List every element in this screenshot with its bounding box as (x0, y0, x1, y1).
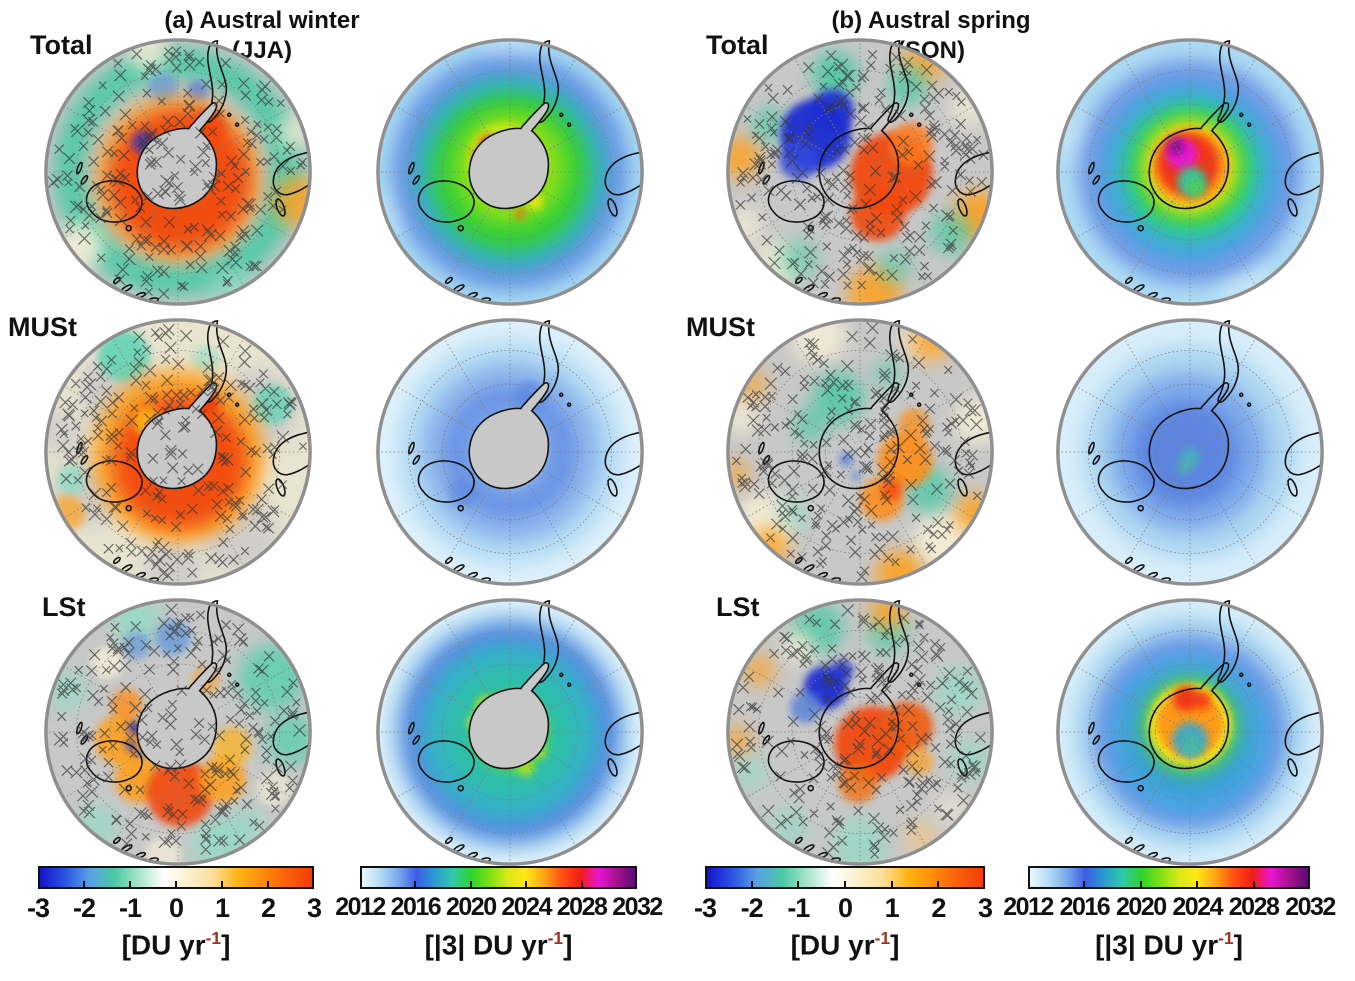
colorbar-tick-label: 0 (168, 893, 184, 923)
colorbar-tick-label: 2012 (1003, 893, 1054, 921)
row-label-lst-a: LSt (42, 592, 86, 622)
colorbar-tick-label: 2 (260, 893, 276, 923)
colorbar-tick-label: 2020 (1115, 893, 1167, 921)
colorbar-tick-label: 2028 (1228, 893, 1280, 921)
trend-colorbar-b-tickmarks (705, 866, 985, 889)
map-jja-lst-recovery (372, 594, 648, 870)
colorbar-tick-label: 2024 (1172, 893, 1223, 921)
colorbar-tick-label: -1 (787, 893, 810, 923)
map-son-lst-trend (722, 594, 998, 870)
recovery-colorbar-b: 2012 2016 2020 2024 2028 2032 [|3| DU yr-1] (1003, 866, 1336, 976)
panel-a-title: (a) Austral winter (JJA) (62, 6, 462, 66)
colorbar-tick-label: 2016 (1059, 893, 1111, 921)
panel-b-title-line1: (b) Austral spring (831, 7, 1031, 34)
row-label-must-a: MUSt (8, 312, 77, 342)
map-son-must-recovery (1052, 314, 1328, 590)
recovery-colorbar-a-strip (360, 866, 637, 889)
colorbar-tick-label: 0 (837, 893, 853, 923)
row-label-total-a: Total (30, 30, 93, 60)
recovery-colorbar-a-unit: [|3| DU yr-1] (424, 928, 573, 961)
colorbar-tick-label: -3 (693, 893, 717, 923)
recovery-colorbar-a: 2012 2016 2020 2024 2028 2032 [|3| DU yr-1] (335, 866, 663, 976)
colorbar-tick-label: 2032 (1285, 893, 1336, 921)
trend-colorbar-a-tickmarks (38, 866, 314, 889)
row-label-total-b: Total (706, 30, 769, 60)
colorbar-tick-label: 2028 (556, 893, 608, 921)
trend-colorbar-a: -3 -2 -1 0 1 2 3 [DU yr-1] (27, 866, 322, 976)
recovery-colorbar-a-tickmarks (360, 866, 637, 889)
trend-colorbar-a-unit: [DU yr-1] (121, 928, 231, 961)
colorbar-tick-label: 2016 (390, 893, 442, 921)
colorbar-tick-label: 2024 (501, 893, 552, 921)
recovery-colorbar-b-unit: [|3| DU yr-1] (1095, 928, 1243, 961)
map-jja-must-trend (40, 314, 316, 590)
colorbar-tick-label: 2032 (612, 893, 663, 921)
row-label-must-b: MUSt (686, 312, 755, 342)
map-son-total-trend (722, 34, 998, 310)
trend-colorbar-b: -3 -2 -1 0 1 2 3 [DU yr-1] (694, 866, 993, 976)
trend-colorbar-a-ticklabels: -3 -2 -1 0 1 2 3 (27, 893, 322, 927)
colorbar-tick-label: 2020 (445, 893, 497, 921)
trend-colorbar-b-ticklabels: -3 -2 -1 0 1 2 3 (694, 893, 993, 927)
colorbar-tick-label: -3 (26, 893, 50, 923)
trend-colorbar-a-strip (38, 866, 314, 889)
colorbar-tick-label: -1 (118, 893, 142, 923)
map-jja-total-trend (40, 34, 316, 310)
recovery-colorbar-a-ticklabels: 2012 2016 2020 2024 2028 2032 (335, 893, 663, 927)
recovery-colorbar-b-strip (1028, 866, 1310, 889)
trend-colorbar-b-strip (705, 866, 985, 889)
map-jja-total-recovery (372, 34, 648, 310)
colorbar-tick-label: 1 (884, 893, 900, 923)
recovery-colorbar-b-ticklabels: 2012 2016 2020 2024 2028 2032 (1003, 893, 1336, 927)
trend-colorbar-b-unit: [DU yr-1] (790, 928, 900, 961)
map-jja-lst-trend (40, 594, 316, 870)
row-label-lst-b: LSt (716, 592, 760, 622)
colorbar-tick-label: 3 (306, 893, 322, 923)
colorbar-tick-label: 2012 (335, 893, 386, 921)
colorbar-tick-label: -2 (72, 893, 96, 923)
colorbar-tick-label: 3 (977, 893, 993, 923)
map-son-total-recovery (1052, 34, 1328, 310)
recovery-colorbar-b-tickmarks (1028, 866, 1310, 889)
map-jja-must-recovery (372, 314, 648, 590)
map-son-lst-recovery (1052, 594, 1328, 870)
colorbar-tick-label: -2 (740, 893, 764, 923)
panel-a-title-line1: (a) Austral winter (164, 7, 360, 34)
colorbar-tick-label: 1 (214, 893, 230, 923)
map-son-must-trend (722, 314, 998, 590)
colorbar-tick-label: 2 (931, 893, 946, 923)
